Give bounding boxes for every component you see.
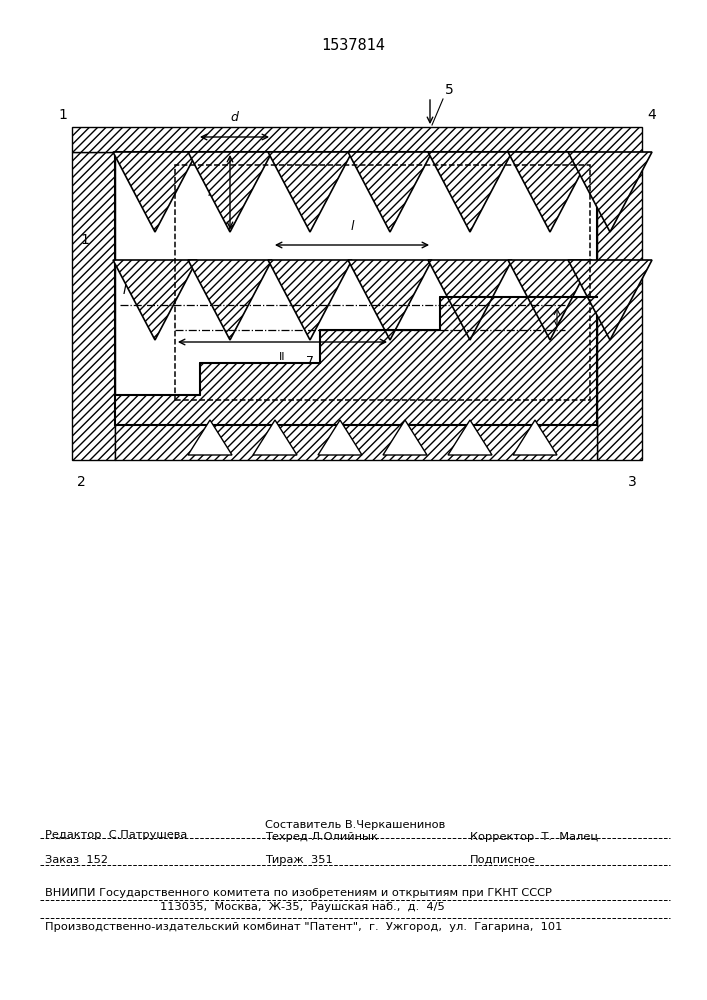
Text: 113035,  Москва,  Ж-35,  Раушская наб.,  д.  4/5: 113035, Москва, Ж-35, Раушская наб., д. … <box>160 902 445 912</box>
Polygon shape <box>428 260 512 340</box>
Text: l: l <box>350 220 354 233</box>
Text: Техред Л.Олийнык: Техред Л.Олийнык <box>265 832 378 842</box>
Bar <box>115 152 597 425</box>
Text: Редактор  С.Патрушева: Редактор С.Патрушева <box>45 830 187 840</box>
Text: 7: 7 <box>386 355 394 368</box>
Polygon shape <box>188 152 272 232</box>
Polygon shape <box>348 152 432 232</box>
Text: 1: 1 <box>81 233 90 247</box>
Text: 1537814: 1537814 <box>321 37 385 52</box>
Text: Подписное: Подписное <box>470 855 536 865</box>
Polygon shape <box>268 260 352 340</box>
Text: 7: 7 <box>306 355 314 368</box>
Bar <box>115 152 597 425</box>
Text: I: I <box>123 284 127 297</box>
Polygon shape <box>428 152 512 232</box>
Polygon shape <box>268 152 352 232</box>
Polygon shape <box>115 297 597 425</box>
Text: 6: 6 <box>490 308 498 322</box>
Polygon shape <box>253 420 297 455</box>
Bar <box>72 152 115 460</box>
Polygon shape <box>113 152 197 232</box>
Bar <box>597 152 642 460</box>
Polygon shape <box>448 420 492 455</box>
Text: 1: 1 <box>58 108 67 122</box>
Text: δ: δ <box>565 311 573 324</box>
Polygon shape <box>508 260 592 340</box>
Bar <box>175 165 590 400</box>
Text: 6: 6 <box>380 344 388 357</box>
Polygon shape <box>318 420 362 455</box>
Text: II: II <box>279 352 286 362</box>
Bar <box>72 127 642 152</box>
Bar <box>115 420 597 460</box>
Text: Корректор  Т.  Малец: Корректор Т. Малец <box>470 832 598 842</box>
Text: Тираж  351: Тираж 351 <box>265 855 333 865</box>
Text: 2: 2 <box>77 475 86 489</box>
Polygon shape <box>188 420 232 455</box>
Polygon shape <box>513 420 557 455</box>
Polygon shape <box>188 260 272 340</box>
Text: ВНИИПИ Государственного комитета по изобретениям и открытиям при ГКНТ СССР: ВНИИПИ Государственного комитета по изоб… <box>45 888 552 898</box>
Text: III: III <box>484 284 496 297</box>
Text: 3: 3 <box>629 475 637 489</box>
Text: 5: 5 <box>445 83 454 97</box>
Polygon shape <box>568 260 652 340</box>
Text: d: d <box>230 111 238 124</box>
Polygon shape <box>568 152 652 232</box>
Text: Составитель В.Черкашенинов: Составитель В.Черкашенинов <box>265 820 445 830</box>
Polygon shape <box>113 260 197 340</box>
Polygon shape <box>383 420 427 455</box>
Text: Производственно-издательский комбинат "Патент",  г.  Ужгород,  ул.  Гагарина,  1: Производственно-издательский комбинат "П… <box>45 922 562 932</box>
Text: IV: IV <box>579 272 591 285</box>
Polygon shape <box>348 260 432 340</box>
Polygon shape <box>508 152 592 232</box>
Text: α: α <box>211 390 219 403</box>
Text: Заказ  152: Заказ 152 <box>45 855 108 865</box>
Text: h: h <box>207 186 215 198</box>
Text: 4: 4 <box>647 108 656 122</box>
